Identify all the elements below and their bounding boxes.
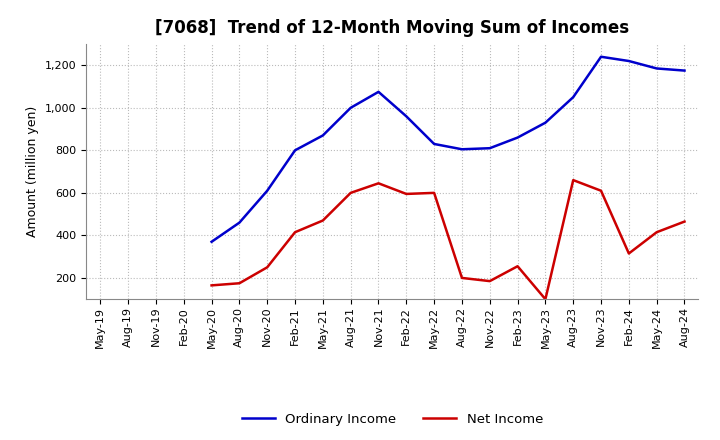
Ordinary Income (207, 239, 216, 245)
Ordinary Income (624, 59, 633, 64)
Ordinary Income (485, 146, 494, 151)
Net Income (346, 190, 355, 195)
Net Income (291, 230, 300, 235)
Ordinary Income (569, 95, 577, 100)
Net Income (680, 219, 689, 224)
Ordinary Income (374, 89, 383, 95)
Ordinary Income (402, 114, 410, 119)
Line: Net Income: Net Income (212, 180, 685, 299)
Ordinary Income (680, 68, 689, 73)
Net Income (207, 283, 216, 288)
Net Income (263, 265, 271, 270)
Ordinary Income (235, 220, 243, 225)
Net Income (374, 181, 383, 186)
Net Income (485, 279, 494, 284)
Legend: Ordinary Income, Net Income: Ordinary Income, Net Income (242, 413, 543, 426)
Ordinary Income (291, 148, 300, 153)
Ordinary Income (346, 105, 355, 110)
Ordinary Income (652, 66, 661, 71)
Title: [7068]  Trend of 12-Month Moving Sum of Incomes: [7068] Trend of 12-Month Moving Sum of I… (156, 19, 629, 37)
Ordinary Income (541, 120, 550, 125)
Ordinary Income (318, 133, 327, 138)
Net Income (235, 281, 243, 286)
Net Income (652, 230, 661, 235)
Net Income (513, 264, 522, 269)
Ordinary Income (597, 54, 606, 59)
Ordinary Income (263, 188, 271, 194)
Net Income (541, 297, 550, 302)
Line: Ordinary Income: Ordinary Income (212, 57, 685, 242)
Net Income (597, 188, 606, 194)
Ordinary Income (458, 147, 467, 152)
Net Income (318, 218, 327, 223)
Net Income (458, 275, 467, 281)
Net Income (569, 177, 577, 183)
Net Income (402, 191, 410, 197)
Net Income (430, 190, 438, 195)
Ordinary Income (430, 141, 438, 147)
Y-axis label: Amount (million yen): Amount (million yen) (27, 106, 40, 237)
Ordinary Income (513, 135, 522, 140)
Net Income (624, 251, 633, 256)
